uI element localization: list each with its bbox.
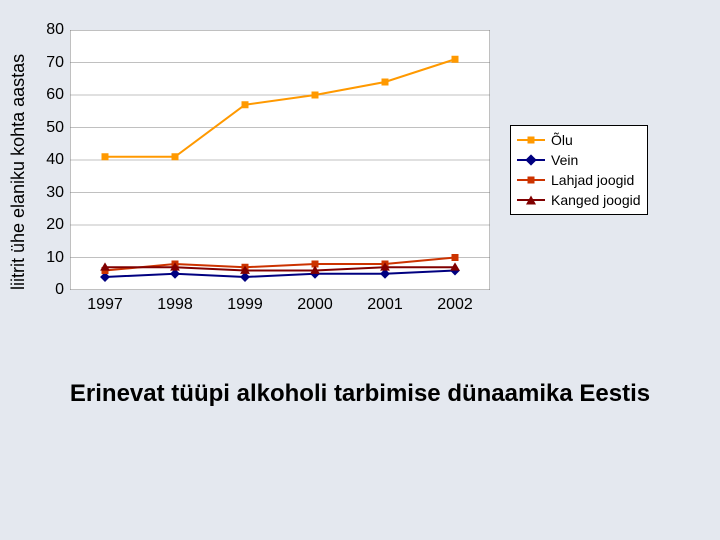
legend-swatch — [517, 173, 545, 187]
legend-item-kanged: Kanged joogid — [517, 190, 641, 210]
x-tick-label: 2000 — [297, 290, 333, 314]
x-tick-label: 2001 — [367, 290, 403, 314]
y-tick-label: 0 — [55, 281, 70, 299]
chart-svg — [70, 30, 490, 290]
y-tick-label: 30 — [46, 184, 70, 202]
x-tick-label: 1999 — [227, 290, 263, 314]
y-axis-label: liitrit ühe elaniku kohta aastas — [8, 54, 29, 290]
y-tick-label: 60 — [46, 86, 70, 104]
legend-label: Lahjad joogid — [551, 170, 634, 190]
legend-item-lahjad: Lahjad joogid — [517, 170, 641, 190]
legend-item-vein: Vein — [517, 150, 641, 170]
x-tick-label: 1997 — [87, 290, 123, 314]
legend-item-olu: Õlu — [517, 130, 641, 150]
legend-swatch — [517, 133, 545, 147]
chart-plot: 0102030405060708019971998199920002001200… — [70, 30, 490, 290]
y-tick-label: 50 — [46, 119, 70, 137]
legend-swatch — [517, 193, 545, 207]
y-tick-label: 20 — [46, 216, 70, 234]
legend-label: Vein — [551, 150, 578, 170]
y-tick-label: 80 — [46, 21, 70, 39]
y-tick-label: 70 — [46, 54, 70, 72]
legend: ÕluVeinLahjad joogidKanged joogid — [510, 125, 648, 215]
legend-label: Kanged joogid — [551, 190, 641, 210]
y-tick-label: 40 — [46, 151, 70, 169]
x-tick-label: 2002 — [437, 290, 473, 314]
legend-swatch — [517, 153, 545, 167]
x-tick-label: 1998 — [157, 290, 193, 314]
chart-caption: Erinevat tüüpi alkoholi tarbimise dünaam… — [0, 380, 720, 408]
legend-label: Õlu — [551, 130, 573, 150]
page: liitrit ühe elaniku kohta aastas 0102030… — [0, 0, 720, 540]
y-tick-label: 10 — [46, 249, 70, 267]
